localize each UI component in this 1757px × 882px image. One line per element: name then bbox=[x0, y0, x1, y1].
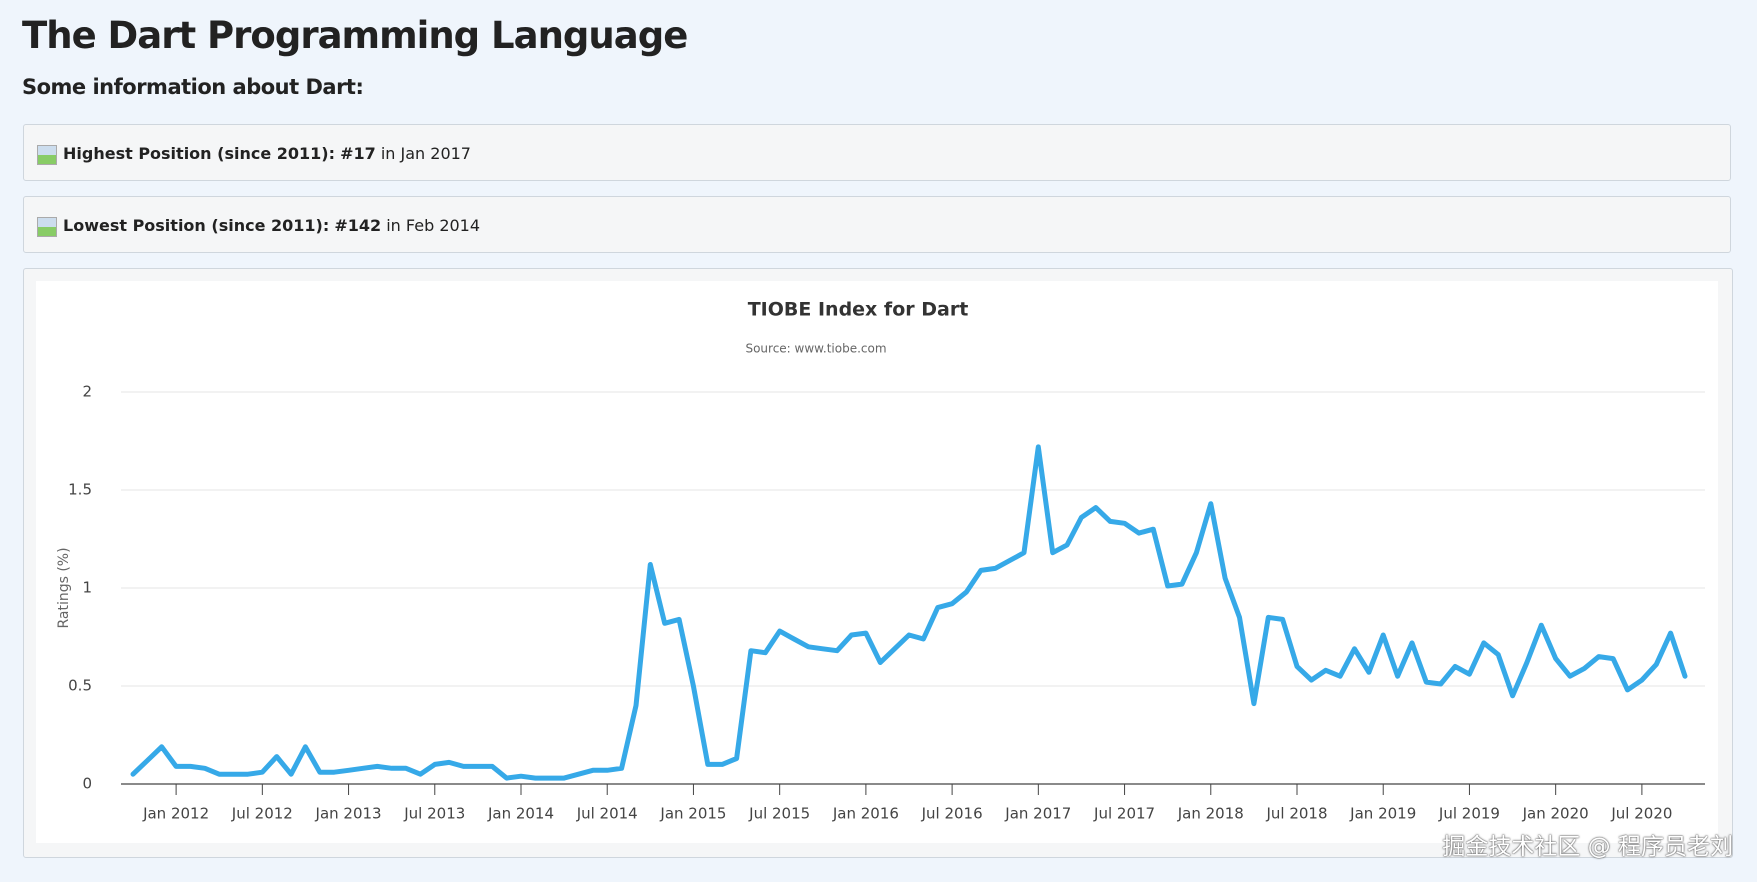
page-title: The Dart Programming Language bbox=[22, 14, 688, 57]
info-label: Highest Position (since 2011): bbox=[63, 144, 335, 163]
y-axis-label: Ratings (%) bbox=[56, 547, 72, 628]
info-value: #17 bbox=[340, 144, 376, 163]
page-subtitle: Some information about Dart: bbox=[22, 75, 364, 99]
x-tick-label: Jan 2020 bbox=[1522, 805, 1589, 823]
x-tick-label: Jul 2020 bbox=[1610, 805, 1672, 823]
data-line bbox=[130, 444, 1688, 781]
info-value: #142 bbox=[334, 216, 382, 235]
chart-subtitle: Source: www.tiobe.com bbox=[745, 342, 886, 356]
y-tick-label: 0.5 bbox=[68, 677, 92, 695]
x-tick-label: Jul 2012 bbox=[231, 805, 293, 823]
x-tick-label: Jan 2018 bbox=[1177, 805, 1244, 823]
info-when: in Feb 2014 bbox=[386, 216, 481, 235]
info-box: Lowest Position (since 2011): #142 in Fe… bbox=[23, 196, 1731, 253]
y-tick-label: 2 bbox=[82, 383, 92, 401]
x-tick-label: Jul 2017 bbox=[1093, 805, 1155, 823]
watermark: 掘金技术社区 @ 程序员老刘 bbox=[1442, 834, 1733, 860]
info-when: in Jan 2017 bbox=[380, 144, 471, 163]
x-tick-label: Jul 2015 bbox=[748, 805, 810, 823]
x-tick-label: Jul 2014 bbox=[576, 805, 638, 823]
info-box: Highest Position (since 2011): #17 in Ja… bbox=[23, 124, 1731, 181]
x-tick-label: Jul 2018 bbox=[1265, 805, 1327, 823]
icon bbox=[37, 144, 57, 165]
y-tick-label: 1.5 bbox=[68, 481, 92, 499]
chart-background bbox=[36, 281, 1718, 843]
chart: TIOBE Index for Dart Source: www.tiobe.c… bbox=[36, 281, 1718, 843]
x-tick-label: Jan 2017 bbox=[1004, 805, 1071, 823]
x-tick-label: Jul 2016 bbox=[921, 805, 983, 823]
x-tick-label: Jan 2014 bbox=[487, 805, 554, 823]
x-tick-label: Jan 2016 bbox=[832, 805, 899, 823]
x-tick-label: Jul 2019 bbox=[1438, 805, 1500, 823]
y-tick-label: 0 bbox=[82, 775, 92, 793]
x-tick-label: Jan 2019 bbox=[1349, 805, 1416, 823]
info-label: Lowest Position (since 2011): bbox=[63, 216, 330, 235]
x-tick-label: Jan 2015 bbox=[659, 805, 726, 823]
x-tick-label: Jan 2012 bbox=[142, 805, 209, 823]
icon bbox=[37, 216, 57, 237]
x-tick-label: Jan 2013 bbox=[315, 805, 382, 823]
x-tick-label: Jul 2013 bbox=[403, 805, 465, 823]
chart-title: TIOBE Index for Dart bbox=[748, 299, 969, 321]
y-tick-label: 1 bbox=[82, 579, 92, 597]
